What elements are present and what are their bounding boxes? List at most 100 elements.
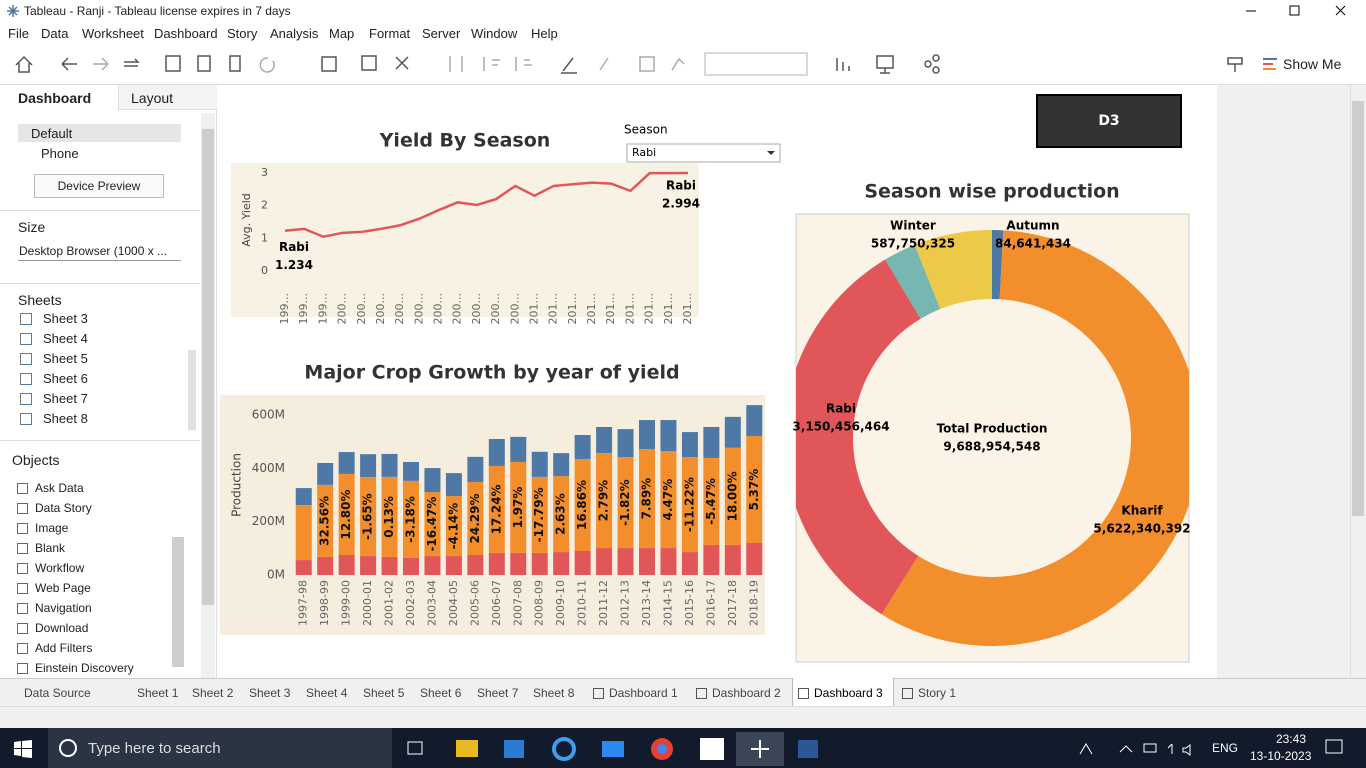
bar-segment xyxy=(617,429,634,458)
object-item[interactable]: Einstein Discovery xyxy=(35,661,134,675)
sheet-tab[interactable]: Sheet 4 xyxy=(306,686,348,700)
sheet-tab[interactable]: Dashboard 3 xyxy=(814,686,883,700)
menu-item[interactable]: Server xyxy=(422,26,461,41)
window-title: Tableau - Ranji - Tableau license expire… xyxy=(24,4,291,18)
taskbar-apps[interactable] xyxy=(400,732,830,766)
sheet-item[interactable]: Sheet 7 xyxy=(43,391,88,406)
scroll-thumb[interactable] xyxy=(188,350,196,430)
bar-segment xyxy=(338,452,355,474)
sheet-tab[interactable]: Sheet 3 xyxy=(249,686,291,700)
device-preview-button[interactable]: Device Preview xyxy=(34,174,164,198)
sheet-tab[interactable]: Dashboard 1 xyxy=(609,686,678,700)
object-item[interactable]: Add Filters xyxy=(35,641,93,655)
growth-label: -17.79% xyxy=(532,487,546,542)
x-tick-label: 2008-09 xyxy=(533,580,546,626)
menu-item[interactable]: Window xyxy=(471,26,518,41)
center-text: Total Production xyxy=(937,422,1048,436)
bar-segment xyxy=(553,476,570,553)
menu-item[interactable]: Format xyxy=(369,26,411,41)
bar-segment xyxy=(445,496,462,557)
sheet-tab[interactable]: Sheet 5 xyxy=(363,686,405,700)
x-tick-label: 201... xyxy=(566,293,579,325)
system-tray[interactable] xyxy=(1076,738,1206,758)
menu-item[interactable]: Dashboard xyxy=(154,26,218,41)
menu-item[interactable]: Analysis xyxy=(270,26,319,41)
size-dropdown[interactable]: Desktop Browser (1000 x ... xyxy=(19,244,168,258)
d3-button[interactable]: D3 xyxy=(1098,113,1119,129)
object-item[interactable]: Image xyxy=(35,521,69,535)
start-button[interactable] xyxy=(14,740,32,758)
scroll-thumb[interactable] xyxy=(202,129,214,605)
bar-segment xyxy=(660,548,677,575)
show-me-button[interactable]: Show Me xyxy=(1283,56,1342,72)
sheet-tab[interactable]: Dashboard 2 xyxy=(712,686,781,700)
sheet-tab[interactable]: Sheet 1 xyxy=(137,686,179,700)
scroll-thumb[interactable] xyxy=(1352,101,1364,516)
x-tick-label: 2016-17 xyxy=(704,580,717,626)
sheet-tab[interactable]: Data Source xyxy=(24,686,91,700)
x-tick-label: 2003-04 xyxy=(425,580,438,626)
sheet-item[interactable]: Sheet 3 xyxy=(43,311,88,326)
notifications[interactable] xyxy=(1324,738,1346,758)
y-tick-label: 200M xyxy=(252,514,285,528)
search-box[interactable] xyxy=(48,728,392,768)
search-placeholder[interactable]: Type here to search xyxy=(88,740,221,757)
sheet-tab[interactable]: Story 1 xyxy=(918,686,957,700)
sheet-tab[interactable]: Sheet 6 xyxy=(420,686,462,700)
menu-item[interactable]: Story xyxy=(227,26,258,41)
sheet-item[interactable]: Sheet 6 xyxy=(43,371,88,386)
pane-tab[interactable]: Dashboard xyxy=(18,90,92,106)
bar-segment xyxy=(746,405,763,437)
menu-item[interactable]: Data xyxy=(41,26,69,41)
sheet-item[interactable]: Sheet 5 xyxy=(43,351,88,366)
menu-item[interactable]: Help xyxy=(531,26,558,41)
dropdown-caret[interactable] xyxy=(767,151,775,155)
object-item[interactable]: Download xyxy=(35,621,89,635)
sheet-tab[interactable]: Sheet 2 xyxy=(192,686,234,700)
toolbar-icon[interactable] xyxy=(1224,54,1260,74)
object-item[interactable]: Workflow xyxy=(35,561,85,575)
donut-slice xyxy=(914,230,992,309)
bar-segment xyxy=(660,451,677,549)
sheet-item[interactable]: Sheet 4 xyxy=(43,331,88,346)
bar-segment xyxy=(403,461,419,481)
sheet-tab[interactable]: Sheet 7 xyxy=(477,686,519,700)
d3-button-bg[interactable] xyxy=(1036,94,1182,148)
bar-segment xyxy=(295,488,312,506)
growth-label: 24.29% xyxy=(468,493,482,543)
slice-label-name: Rabi xyxy=(826,402,856,416)
bar-segment xyxy=(746,436,763,543)
scroll-thumb[interactable] xyxy=(172,537,184,667)
bar-segment xyxy=(488,465,505,553)
sheet-icon xyxy=(20,393,32,405)
toolbar-icons[interactable] xyxy=(0,44,960,84)
object-item[interactable]: Data Story xyxy=(35,501,92,515)
object-item[interactable]: Web Page xyxy=(35,581,91,595)
pane-tab[interactable]: Layout xyxy=(131,90,174,106)
filter-value[interactable]: Rabi xyxy=(632,146,656,159)
object-item[interactable]: Ask Data xyxy=(35,481,84,495)
filter-dropdown[interactable] xyxy=(626,143,781,163)
bar-segment xyxy=(467,555,484,575)
donut-slice xyxy=(881,230,1189,646)
object-item[interactable]: Blank xyxy=(35,541,66,555)
object-item[interactable]: Navigation xyxy=(35,601,92,615)
x-tick-label: 200... xyxy=(508,293,521,325)
device-option[interactable]: Default xyxy=(31,126,73,141)
window-controls[interactable] xyxy=(1236,2,1356,20)
bar-segment xyxy=(510,461,527,553)
sheet-item[interactable]: Sheet 8 xyxy=(43,411,88,426)
bar-segment xyxy=(724,416,741,448)
x-tick-label: 2006-07 xyxy=(490,580,503,626)
language[interactable]: ENG xyxy=(1212,741,1239,755)
menu-item[interactable]: File xyxy=(8,26,29,41)
x-tick-label: 200... xyxy=(432,293,445,325)
sheet-tab[interactable]: Sheet 8 xyxy=(533,686,575,700)
menu-item[interactable]: Map xyxy=(329,26,355,41)
clock-date[interactable]: 13-10-2023 xyxy=(1250,749,1312,763)
clock-time[interactable]: 23:43 xyxy=(1276,732,1307,746)
menu-item[interactable]: Worksheet xyxy=(82,26,144,41)
device-option[interactable]: Phone xyxy=(41,146,79,161)
